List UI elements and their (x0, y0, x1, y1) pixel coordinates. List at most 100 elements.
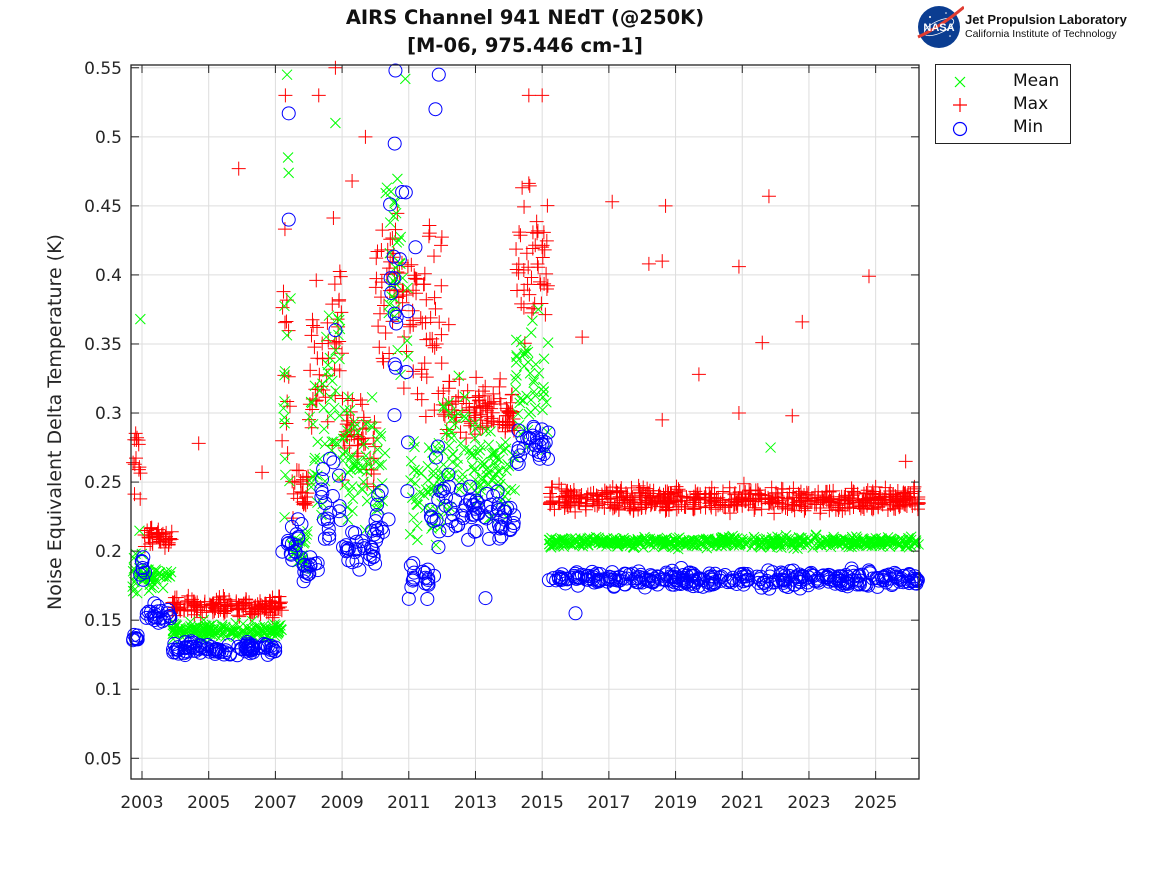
max-point (315, 351, 330, 366)
max-point (531, 260, 546, 275)
mean-point (810, 529, 822, 541)
mean-point (443, 397, 455, 409)
mean-point (392, 344, 404, 356)
max-point (530, 223, 545, 238)
max-point (275, 433, 290, 448)
max-point (333, 269, 348, 284)
max-point (278, 88, 293, 103)
mean-point (522, 356, 534, 368)
mean-point (352, 427, 363, 439)
mean-point (131, 587, 143, 599)
max-point (434, 327, 449, 342)
mean-point (549, 535, 561, 546)
min-point (593, 573, 608, 588)
max-point (747, 502, 762, 517)
mean-point (371, 504, 382, 516)
legend-item-mean: Mean (936, 70, 1070, 94)
min-point (625, 566, 640, 581)
mean-point (285, 293, 296, 304)
max-point (396, 381, 411, 396)
min-point (186, 635, 201, 650)
mean-point (903, 534, 914, 546)
min-point (857, 577, 872, 592)
max-point (407, 271, 422, 286)
max-point (545, 493, 560, 508)
max-point (176, 602, 191, 617)
max-point (767, 506, 782, 521)
mean-point (477, 460, 489, 472)
mean-point (279, 396, 290, 407)
max-point (295, 472, 310, 487)
mean-point (494, 478, 506, 490)
mean-point (386, 291, 398, 302)
max-point (846, 484, 861, 499)
max-point (538, 307, 553, 322)
max-point (127, 487, 142, 502)
min-point (389, 316, 404, 331)
max-point (373, 306, 388, 321)
mean-point (706, 540, 717, 552)
max-point (505, 404, 520, 419)
max-point (335, 473, 350, 488)
min-point (462, 493, 477, 508)
min-point (296, 558, 311, 573)
circle-marker-icon (952, 121, 968, 137)
mean-point (446, 413, 458, 424)
max-point (638, 493, 653, 508)
mean-point (584, 536, 596, 547)
mean-point (357, 484, 368, 496)
min-point (516, 441, 531, 456)
mean-point (469, 417, 481, 429)
mean-point (408, 512, 420, 523)
min-point (208, 642, 223, 657)
min-point (238, 638, 253, 653)
mean-point (267, 624, 279, 635)
mean-point (401, 335, 413, 347)
mean-point (305, 396, 317, 408)
mean-point (528, 377, 539, 388)
mean-point (671, 539, 683, 551)
mean-point (656, 534, 668, 546)
min-point (364, 523, 379, 538)
max-point (738, 494, 753, 509)
max-point (320, 414, 335, 429)
min-point (696, 572, 711, 587)
max-point (372, 340, 387, 355)
series-max (126, 60, 926, 625)
min-point (470, 506, 485, 521)
min-point (679, 568, 694, 583)
mean-point (495, 440, 507, 452)
min-point (801, 570, 816, 585)
max-point (524, 305, 539, 320)
min-point (339, 544, 354, 559)
mean-point (402, 282, 413, 294)
mean-point (428, 470, 439, 481)
max-point (520, 277, 535, 292)
y-tick-label: 0.4 (95, 266, 122, 286)
mean-point (523, 408, 535, 420)
max-point (416, 277, 431, 292)
max-point (441, 317, 456, 332)
min-point (891, 571, 906, 586)
mean-point (673, 532, 685, 543)
max-point (844, 481, 859, 496)
mean-point (876, 533, 887, 544)
mean-point (409, 464, 420, 476)
min-point (600, 572, 615, 587)
mean-point (538, 353, 550, 365)
min-point (839, 575, 854, 590)
min-point (245, 640, 260, 655)
min-point (486, 488, 501, 503)
max-point (484, 411, 499, 426)
mean-point (893, 538, 905, 550)
min-point (879, 575, 894, 590)
mean-point (330, 385, 342, 397)
mean-point (281, 69, 293, 81)
max-point (886, 501, 901, 516)
mean-point (702, 534, 714, 546)
min-point (441, 467, 456, 482)
max-point (217, 606, 232, 621)
min-point (294, 517, 309, 532)
max-point (259, 600, 274, 615)
mean-point (345, 464, 356, 475)
